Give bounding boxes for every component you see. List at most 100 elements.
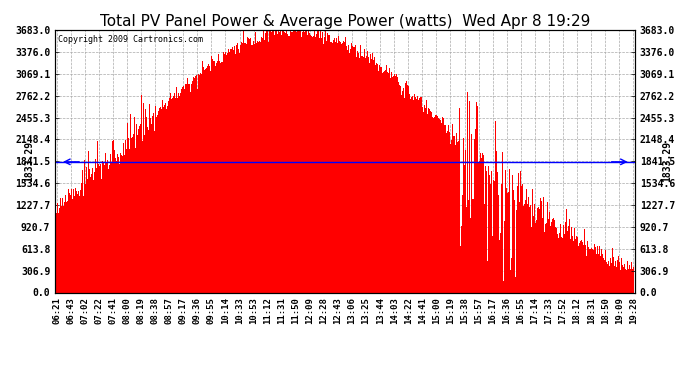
Bar	[594, 244, 595, 292]
Bar	[598, 254, 599, 292]
Bar	[470, 218, 471, 292]
Bar	[458, 141, 459, 292]
Bar	[253, 41, 254, 292]
Bar	[531, 227, 532, 292]
Bar	[129, 148, 130, 292]
Bar	[294, 30, 295, 292]
Bar	[227, 53, 228, 292]
Bar	[503, 280, 504, 292]
Bar	[380, 67, 381, 292]
Bar	[103, 160, 104, 292]
Bar	[185, 87, 186, 292]
Bar	[228, 49, 229, 292]
Bar	[210, 67, 211, 292]
Bar	[506, 174, 507, 292]
Bar	[163, 107, 164, 292]
Bar	[490, 184, 491, 292]
Bar	[550, 226, 551, 292]
Bar	[62, 198, 63, 292]
Bar	[109, 165, 110, 292]
Bar	[342, 44, 343, 292]
Bar	[477, 163, 479, 292]
Bar	[609, 266, 610, 292]
Bar	[204, 70, 205, 292]
Bar	[423, 112, 424, 292]
Bar	[457, 135, 458, 292]
Bar	[630, 269, 631, 292]
Bar	[98, 165, 99, 292]
Bar	[357, 51, 358, 292]
Bar	[551, 222, 552, 292]
Bar	[277, 34, 278, 292]
Bar	[586, 241, 587, 292]
Bar	[632, 269, 633, 292]
Bar	[90, 177, 91, 292]
Bar	[501, 184, 502, 292]
Bar	[417, 96, 418, 292]
Bar	[344, 42, 345, 292]
Bar	[316, 34, 317, 292]
Bar	[141, 95, 142, 292]
Bar	[286, 30, 287, 292]
Bar	[361, 56, 362, 292]
Bar	[142, 141, 143, 292]
Bar	[372, 67, 373, 292]
Bar	[242, 44, 244, 292]
Bar	[555, 210, 557, 292]
Bar	[173, 96, 174, 292]
Bar	[615, 260, 616, 292]
Bar	[529, 207, 530, 292]
Bar	[74, 199, 75, 292]
Bar	[527, 204, 528, 292]
Bar	[410, 99, 411, 292]
Bar	[473, 199, 474, 292]
Bar	[504, 245, 505, 292]
Bar	[547, 202, 548, 292]
Bar	[238, 49, 239, 292]
Bar	[459, 108, 460, 292]
Bar	[420, 97, 421, 292]
Bar	[138, 129, 139, 292]
Bar	[311, 36, 312, 292]
Bar	[193, 77, 194, 292]
Bar	[291, 32, 292, 292]
Bar	[164, 104, 166, 292]
Bar	[517, 186, 518, 292]
Bar	[514, 200, 515, 292]
Bar	[443, 118, 444, 292]
Bar	[182, 87, 183, 292]
Bar	[589, 249, 590, 292]
Bar	[391, 72, 392, 292]
Bar	[111, 164, 112, 292]
Bar	[518, 172, 519, 292]
Bar	[345, 37, 346, 292]
Bar	[135, 148, 136, 292]
Bar	[330, 42, 331, 292]
Bar	[444, 127, 445, 292]
Bar	[425, 108, 426, 292]
Bar	[495, 121, 496, 292]
Bar	[95, 159, 96, 292]
Bar	[497, 172, 498, 292]
Bar	[437, 116, 438, 292]
Bar	[339, 41, 340, 292]
Bar	[511, 258, 512, 292]
Bar	[308, 30, 309, 292]
Bar	[463, 88, 464, 292]
Bar	[166, 110, 167, 292]
Bar	[192, 81, 193, 292]
Bar	[464, 165, 465, 292]
Bar	[580, 241, 581, 292]
Bar	[89, 180, 90, 292]
Bar	[184, 89, 185, 292]
Bar	[507, 193, 508, 292]
Bar	[616, 267, 617, 292]
Bar	[88, 150, 89, 292]
Bar	[576, 236, 577, 292]
Bar	[317, 35, 318, 292]
Bar	[471, 134, 472, 292]
Bar	[178, 93, 179, 292]
Bar	[604, 260, 605, 292]
Bar	[169, 98, 170, 292]
Bar	[275, 30, 276, 292]
